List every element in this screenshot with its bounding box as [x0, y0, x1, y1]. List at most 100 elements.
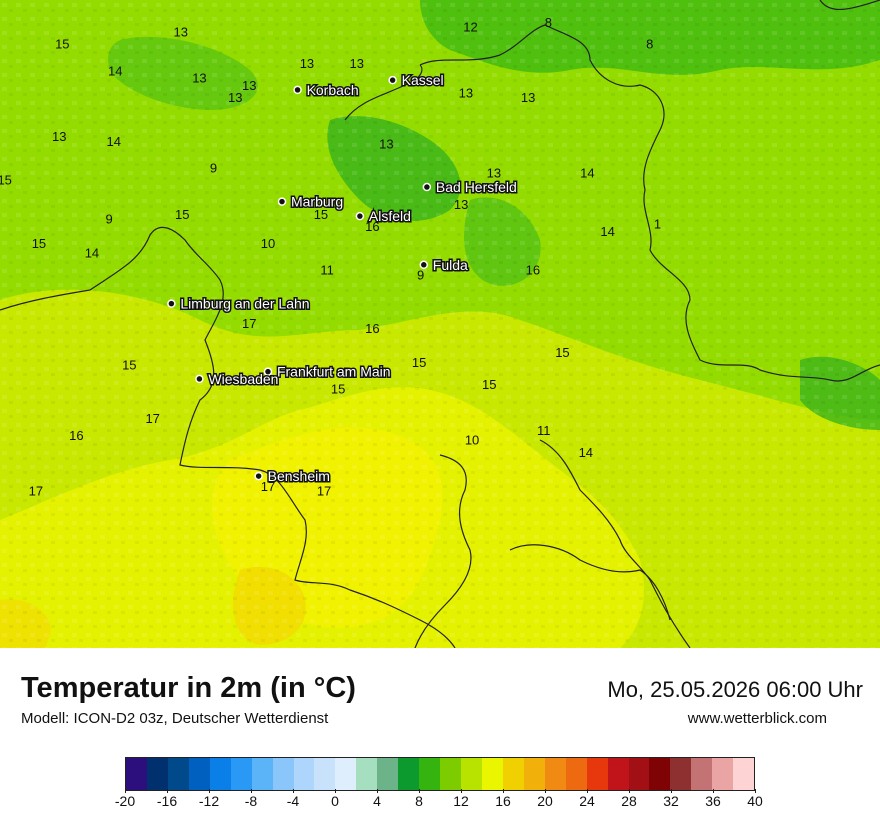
legend-swatch: [356, 758, 378, 790]
temperature-value-label: 13: [459, 85, 473, 100]
legend-tick-mark: [419, 789, 420, 793]
temperature-value-label: 15: [55, 37, 69, 52]
forecast-datetime: Mo, 25.05.2026 06:00 Uhr: [607, 677, 863, 702]
temperature-value-label: 16: [69, 428, 83, 443]
legend-swatch: [733, 758, 755, 790]
city-marker: Limburg an der Lahn: [167, 294, 311, 313]
legend-swatch: [502, 758, 524, 790]
legend-swatch: [146, 758, 168, 790]
city-dot: [277, 197, 287, 206]
temperature-value-label: 15: [175, 207, 189, 222]
city-label: Alsfeld: [369, 208, 411, 224]
city-label: Marburg: [291, 194, 343, 210]
city-label: Kassel: [402, 72, 444, 88]
temperature-value-label: 10: [465, 433, 479, 448]
legend-tick-label: 28: [621, 793, 637, 809]
temperature-value-label: 13: [242, 78, 256, 93]
temperature-value-label: 13: [173, 25, 187, 40]
temperature-value-label: 17: [29, 484, 43, 499]
legend-tick-label: -4: [286, 793, 300, 809]
city-marker: Marburg: [277, 192, 345, 211]
city-dot: [388, 75, 397, 85]
website-link[interactable]: www.wetterblick.com: [687, 710, 827, 727]
legend-tick-mark: [671, 789, 672, 793]
legend-tick-label: 16: [495, 793, 511, 809]
legend-swatch: [670, 758, 692, 790]
legend-swatch: [377, 758, 399, 790]
legend-swatch: [419, 758, 441, 790]
footer: Temperatur in 2m (in °C) Modell: ICON-D2…: [0, 648, 880, 830]
temperature-value-label: 13: [521, 90, 535, 105]
legend-tick-mark: [125, 789, 126, 793]
temperature-value-label: 13: [379, 136, 393, 151]
temperature-value-label: 9: [210, 161, 217, 176]
city-dot: [254, 471, 263, 481]
city-dot: [167, 299, 176, 308]
temperature-value-label: 13: [454, 197, 468, 212]
legend-tick-mark: [377, 789, 378, 793]
legend-tick-label: 36: [705, 793, 721, 809]
state-borders: [0, 0, 880, 648]
city-dot: [422, 182, 432, 192]
legend-tick-mark: [293, 789, 294, 793]
legend-tick-mark: [629, 789, 630, 793]
legend-tick-label: 0: [331, 793, 339, 809]
temperature-value-label: 13: [487, 165, 501, 180]
temperature-value-label: 15: [412, 355, 426, 370]
legend-tick-mark: [251, 789, 252, 793]
legend-swatch: [481, 758, 503, 790]
temperature-value-label: 13: [300, 56, 314, 71]
city-dot: [195, 374, 204, 384]
temperature-value-label: 17: [242, 316, 256, 331]
legend-swatch: [586, 758, 608, 790]
temperature-value-label: 11: [537, 423, 551, 438]
temperature-value-label: 14: [580, 165, 594, 180]
legend-swatch: [167, 758, 189, 790]
legend-tick-mark: [755, 789, 756, 793]
legend-tick-mark: [461, 789, 462, 793]
temperature-value-label: 16: [365, 219, 379, 234]
city-dot: [355, 211, 365, 221]
legend-tick-label: 8: [415, 793, 423, 809]
temperature-value-label: 12: [463, 20, 477, 35]
legend-tick-label: 40: [747, 793, 763, 809]
legend-swatch: [251, 758, 273, 790]
city-label: Frankfurt am Main: [277, 364, 391, 380]
legend-swatch: [272, 758, 294, 790]
temperature-value-label: 8: [646, 37, 653, 52]
legend-tick-label: -8: [244, 793, 258, 809]
legend-tick-label: 12: [453, 793, 469, 809]
legend-tick-label: 20: [537, 793, 553, 809]
legend-tick-label: -16: [156, 793, 178, 809]
legend-swatch: [314, 758, 336, 790]
temperature-value-label: 1: [654, 216, 661, 231]
legend-swatch: [649, 758, 671, 790]
legend-swatch: [209, 758, 231, 790]
temperature-value-label: 13: [192, 71, 206, 86]
legend-swatch: [293, 758, 315, 790]
legend-swatch: [440, 758, 461, 790]
city-marker: Korbach: [293, 80, 360, 99]
legend-swatch: [461, 758, 482, 790]
legend-ticks: -20 -16 -12 -8 -4 0 4 8 12 16 20 24 28 32 36 40: [0, 789, 880, 813]
legend-tick-label: -12: [198, 793, 220, 809]
city-dot: [263, 367, 273, 376]
temperature-value-label: 15: [32, 236, 46, 251]
temperature-value-label: 9: [417, 267, 424, 282]
city-marker: Fulda: [419, 255, 470, 274]
legend-tick-mark: [167, 789, 168, 793]
temperature-value-label: 14: [600, 224, 614, 239]
temperature-value-label: 15: [555, 345, 569, 360]
model-source: Modell: ICON-D2 03z, Deutscher Wetterdie…: [21, 710, 329, 727]
temperature-value-label: 14: [85, 246, 99, 261]
temperature-value-label: 14: [108, 63, 122, 78]
temperature-value-label: 15: [331, 382, 345, 397]
legend-swatch: [335, 758, 357, 790]
city-marker: Bensheim: [254, 467, 331, 486]
legend-swatch: [712, 758, 734, 790]
temperature-value-label: 13: [228, 90, 242, 105]
legend-swatch: [398, 758, 420, 790]
city-label: Bad Hersfeld: [436, 179, 517, 195]
temperature-value-label: 16: [526, 263, 540, 278]
legend-swatch: [565, 758, 587, 790]
